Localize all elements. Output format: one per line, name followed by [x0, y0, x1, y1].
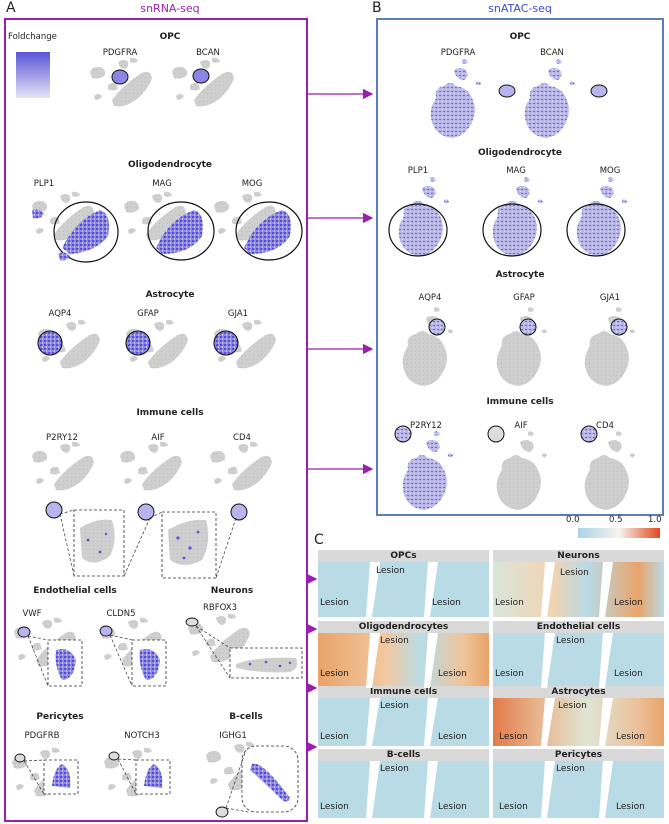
gene-label: CLDN5: [106, 609, 136, 619]
gene-label: BCAN: [196, 48, 220, 58]
lesion-label: Lesion: [432, 598, 461, 608]
lesion-label: Lesion: [380, 701, 409, 711]
gene-label: MAG: [152, 179, 172, 189]
panel-b-title: snATAC-seq: [488, 2, 552, 15]
gene-label: CD4: [596, 421, 614, 431]
lesion-label: Lesion: [499, 732, 528, 742]
snrna-section-oligodendrocyte: Oligodendrocyte: [127, 160, 213, 170]
spatial-strip-oligodendrocytes: Oligodendrocytes: [318, 621, 489, 633]
spatial-tile-oligodendrocytes: [318, 633, 489, 688]
gene-label: AIF: [514, 421, 528, 431]
spatial-tile-neurons: [493, 562, 664, 617]
spatial-tile-immune: [318, 698, 489, 746]
lesion-label: Lesion: [616, 732, 645, 742]
lesion-label: Lesion: [558, 701, 587, 711]
lesion-label: Lesion: [495, 598, 524, 608]
lesion-label: Lesion: [320, 802, 349, 812]
spatial-tile-bcells: [318, 761, 489, 818]
spatial-strip-neurons: Neurons: [493, 550, 664, 562]
spatial-tile-opcs: [318, 562, 489, 617]
panel-b-letter: B: [372, 0, 382, 16]
snatac-section-opc: OPC: [509, 32, 531, 42]
spatial-strip-astrocytes: Astrocytes: [493, 686, 664, 698]
spatial-tile-pericytes: [493, 761, 664, 818]
gene-label: GJA1: [227, 309, 249, 319]
lesion-label: Lesion: [560, 568, 589, 578]
gene-label: PDGFRB: [24, 731, 60, 741]
spatial-strip-endothelial: Endothelial cells: [493, 621, 664, 633]
panel-a-letter: A: [6, 0, 16, 16]
lesion-label: Lesion: [380, 636, 409, 646]
gene-label: MOG: [241, 179, 263, 189]
gene-label: GFAP: [137, 309, 159, 319]
lesion-label: Lesion: [320, 598, 349, 608]
panel-c-letter: C: [314, 532, 324, 548]
lesion-label: Lesion: [376, 566, 405, 576]
snrna-section-bcells: B-cells: [229, 712, 263, 722]
snrna-section-pericytes: Pericytes: [36, 712, 84, 722]
colorbar-tick: 1.0: [648, 515, 662, 525]
gene-label: PLP1: [407, 166, 429, 176]
colorbar-tick: 0.0: [566, 515, 580, 525]
snrna-section-immune: Immune cells: [136, 408, 204, 418]
lesion-label: Lesion: [320, 732, 349, 742]
lesion-label: Lesion: [614, 669, 643, 679]
spatial-strip-bcells: B-cells: [318, 749, 489, 761]
foldchange-legend-title: Foldchange: [8, 32, 57, 42]
gene-label: AIF: [151, 433, 165, 443]
gene-label: AQP4: [418, 293, 442, 303]
lesion-label: Lesion: [495, 669, 524, 679]
gene-label: IGHG1: [219, 731, 247, 741]
snatac-section-immune: Immune cells: [486, 397, 554, 407]
snatac-section-astrocyte: Astrocyte: [495, 270, 545, 280]
lesion-label: Lesion: [616, 802, 645, 812]
snrna-section-endothelial: Endothelial cells: [33, 586, 117, 596]
panel-a-title: snRNA-seq: [140, 2, 200, 15]
lesion-label: Lesion: [320, 669, 349, 679]
spatial-strip-opcs: OPCs: [318, 550, 489, 562]
gene-label: NOTCH3: [124, 731, 160, 741]
snrna-section-astrocyte: Astrocyte: [145, 290, 195, 300]
gene-label: MOG: [599, 166, 621, 176]
gene-label: PDGFRA: [440, 48, 476, 58]
panel-b-frame: [376, 18, 664, 516]
snrna-section-opc: OPC: [159, 32, 181, 42]
spatial-strip-pericytes: Pericytes: [493, 749, 664, 761]
gene-label: P2RY12: [410, 421, 442, 431]
gene-label: AQP4: [48, 309, 72, 319]
lesion-label: Lesion: [438, 669, 467, 679]
foldchange-legend-bar: [16, 52, 50, 98]
panel-a-frame: [4, 18, 308, 822]
gene-label: CD4: [233, 433, 251, 443]
spatial-strip-immune: Immune cells: [318, 686, 489, 698]
gene-label: GFAP: [513, 293, 535, 303]
gene-label: VWF: [22, 609, 42, 619]
colorbar-tick: 0.5: [609, 515, 623, 525]
gene-label: PDGFRA: [102, 48, 138, 58]
gene-label: BCAN: [540, 48, 564, 58]
gene-label: RBFOX3: [202, 603, 237, 613]
spatial-tile-endothelial: [493, 633, 664, 688]
lesion-label: Lesion: [499, 802, 528, 812]
gene-label: GJA1: [599, 293, 621, 303]
lesion-label: Lesion: [556, 636, 585, 646]
snatac-section-oligodendrocyte: Oligodendrocyte: [477, 148, 563, 158]
gene-label: MAG: [506, 166, 526, 176]
gene-label: PLP1: [33, 179, 55, 189]
snrna-section-neurons: Neurons: [210, 586, 254, 596]
lesion-label: Lesion: [556, 764, 585, 774]
lesion-label: Lesion: [438, 732, 467, 742]
spatial-tile-astrocytes: [493, 698, 664, 746]
lesion-label: Lesion: [380, 764, 409, 774]
spatial-colorbar: [578, 528, 660, 538]
lesion-label: Lesion: [438, 802, 467, 812]
gene-label: P2RY12: [46, 433, 78, 443]
lesion-label: Lesion: [614, 598, 643, 608]
